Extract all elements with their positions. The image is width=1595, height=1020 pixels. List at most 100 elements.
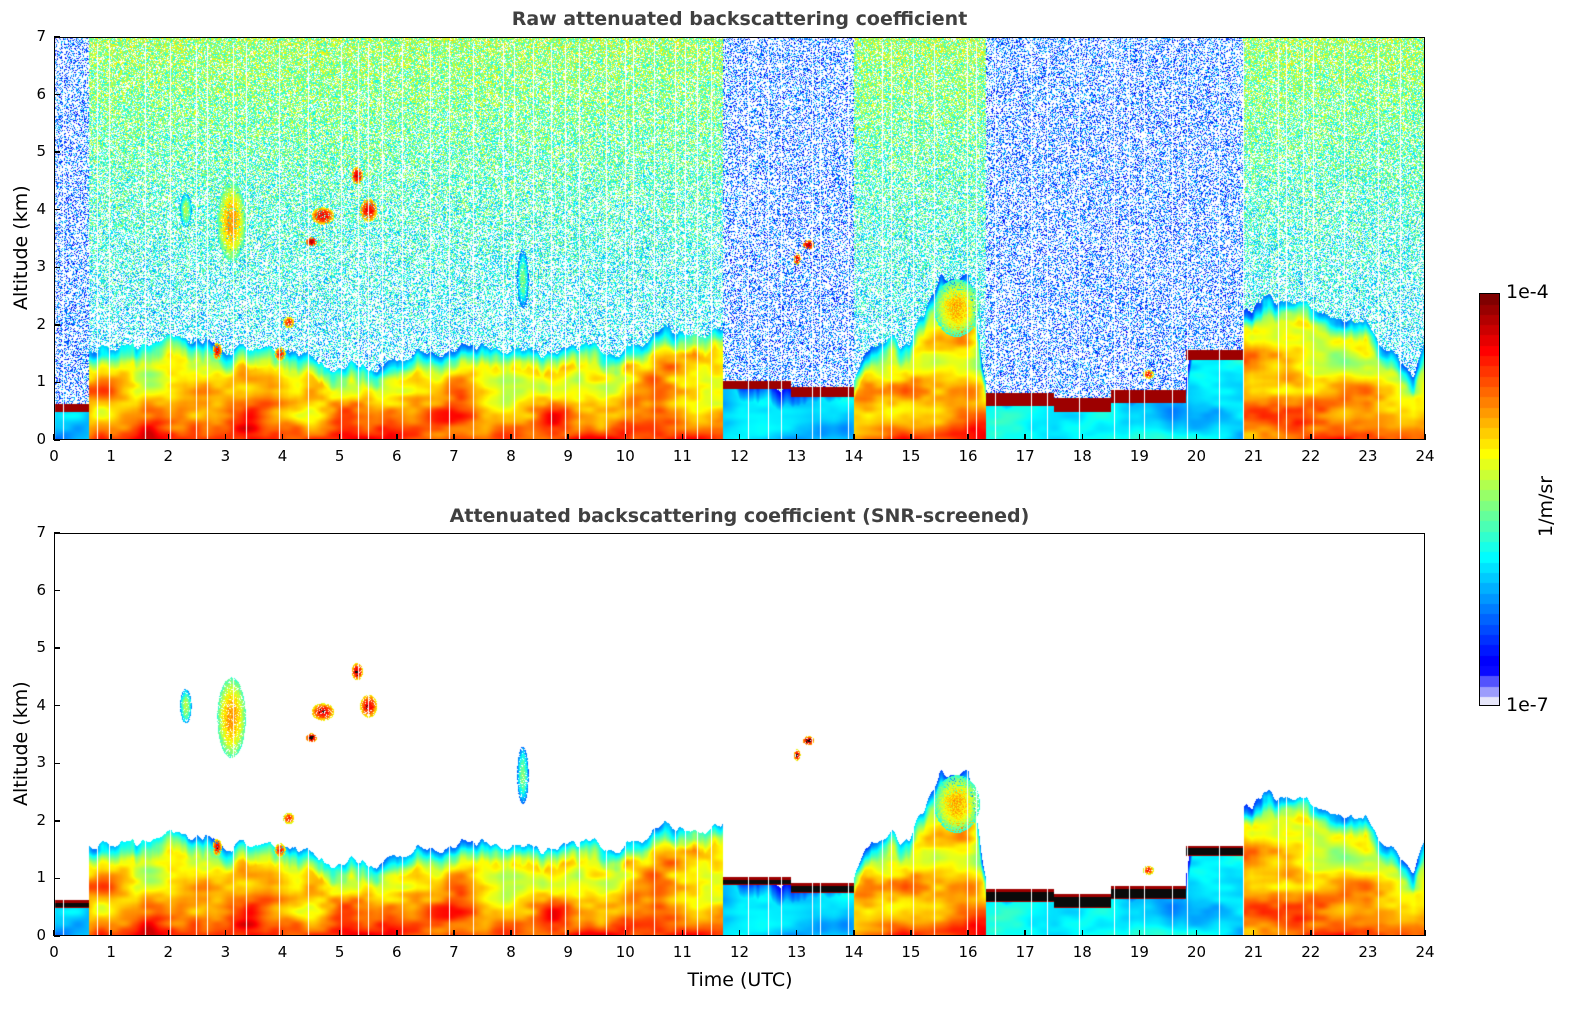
x-tick-label: 2 <box>163 943 174 961</box>
x-tick-mark <box>396 930 398 936</box>
colorbar-unit-label: 1/m/sr <box>1535 475 1557 537</box>
x-tick-mark <box>795 930 798 936</box>
x-tick-label: 23 <box>1358 943 1378 961</box>
x-tick-label: 21 <box>1244 943 1264 961</box>
x-tick-label: 11 <box>672 943 692 961</box>
colorbar-max-label: 1e-4 <box>1506 281 1549 303</box>
y-tick-label: 6 <box>36 84 46 103</box>
x-tick-label: 22 <box>1301 447 1321 465</box>
x-tick-mark <box>624 930 626 936</box>
x-tick-mark <box>910 434 912 440</box>
x-tick-mark <box>681 434 684 440</box>
x-tick-label: 24 <box>1415 447 1435 465</box>
x-tick-mark <box>1252 434 1255 440</box>
x-tick-mark <box>110 930 112 936</box>
heatmap-raw-canvas <box>54 37 1425 440</box>
x-tick-mark <box>624 434 626 440</box>
x-tick-label: 6 <box>391 447 402 465</box>
x-tick-label: 12 <box>729 447 750 465</box>
x-tick-label: 10 <box>615 447 635 465</box>
x-tick-label: 14 <box>844 447 864 465</box>
x-tick-mark <box>1252 930 1255 936</box>
x-axis-label: Time (UTC) <box>687 969 793 991</box>
x-tick-mark <box>1195 434 1198 440</box>
colorbar <box>1479 293 1500 706</box>
x-tick-mark <box>967 930 969 936</box>
x-tick-mark <box>1195 930 1198 936</box>
x-tick-label: 7 <box>449 943 459 961</box>
x-tick-label: 18 <box>1072 943 1092 961</box>
x-tick-label: 11 <box>672 447 692 465</box>
x-tick-mark <box>567 434 569 440</box>
x-tick-label: 19 <box>1129 943 1149 961</box>
y-tick-label: 3 <box>36 753 46 772</box>
x-tick-mark <box>1081 930 1083 936</box>
x-tick-label: 22 <box>1301 943 1321 961</box>
y-tick-label: 1 <box>36 868 46 887</box>
y-tick-label: 4 <box>36 199 46 218</box>
x-tick-label: 7 <box>449 447 459 465</box>
x-tick-label: 19 <box>1129 447 1149 465</box>
x-tick-label: 4 <box>277 943 288 961</box>
x-tick-label: 9 <box>563 447 573 465</box>
x-tick-label: 17 <box>1015 447 1035 465</box>
x-tick-label: 18 <box>1072 447 1092 465</box>
x-tick-label: 4 <box>277 447 288 465</box>
x-tick-label: 1 <box>106 943 116 961</box>
x-tick-mark <box>910 930 912 936</box>
x-tick-label: 24 <box>1415 943 1435 961</box>
x-tick-mark <box>281 930 284 936</box>
x-tick-mark <box>853 434 855 440</box>
y-tick-label: 4 <box>36 695 46 714</box>
x-tick-label: 2 <box>163 447 174 465</box>
x-tick-label: 20 <box>1186 943 1207 961</box>
x-tick-mark <box>453 930 455 936</box>
x-tick-label: 3 <box>220 447 231 465</box>
x-tick-mark <box>1424 434 1426 440</box>
x-tick-mark <box>738 434 741 440</box>
x-tick-mark <box>1138 434 1141 440</box>
y-tick-mark <box>54 381 60 384</box>
x-tick-label: 14 <box>844 943 864 961</box>
y-tick-mark <box>54 647 60 649</box>
x-tick-label: 10 <box>615 943 635 961</box>
y-tick-label: 5 <box>36 638 46 657</box>
chart-title-screened: Attenuated backscattering coefficient (S… <box>449 505 1030 527</box>
x-tick-mark <box>110 434 112 440</box>
x-tick-label: 6 <box>391 943 402 961</box>
y-tick-mark <box>54 36 60 38</box>
y-tick-mark <box>54 324 60 326</box>
x-tick-mark <box>396 434 398 440</box>
y-tick-label: 7 <box>36 27 46 45</box>
x-tick-label: 12 <box>729 943 750 961</box>
heatmap-raw <box>54 37 1425 440</box>
x-tick-mark <box>53 434 55 440</box>
y-tick-mark <box>54 151 60 153</box>
x-tick-mark <box>338 930 341 936</box>
x-tick-label: 16 <box>958 943 978 961</box>
y-tick-mark <box>54 93 60 96</box>
heatmap-screened-canvas <box>54 533 1425 936</box>
y-tick-label: 1 <box>36 372 46 391</box>
chart-title-raw: Raw attenuated backscattering coefficien… <box>511 8 968 30</box>
x-tick-mark <box>795 434 798 440</box>
x-tick-label: 15 <box>901 943 921 961</box>
x-tick-mark <box>53 930 55 936</box>
x-tick-mark <box>1024 930 1026 936</box>
y-tick-mark <box>54 439 60 441</box>
x-tick-label: 16 <box>958 447 978 465</box>
x-tick-mark <box>453 434 455 440</box>
x-tick-mark <box>1138 930 1141 936</box>
x-tick-mark <box>1424 930 1426 936</box>
colorbar-min-label: 1e-7 <box>1506 694 1549 716</box>
x-tick-label: 3 <box>220 943 231 961</box>
x-tick-mark <box>1310 434 1312 440</box>
x-tick-label: 8 <box>506 943 516 961</box>
x-tick-mark <box>224 930 227 936</box>
x-tick-mark <box>738 930 741 936</box>
x-tick-label: 15 <box>901 447 921 465</box>
x-tick-mark <box>167 930 169 936</box>
x-tick-mark <box>853 930 855 936</box>
y-tick-mark <box>54 877 60 880</box>
x-tick-mark <box>1310 930 1312 936</box>
